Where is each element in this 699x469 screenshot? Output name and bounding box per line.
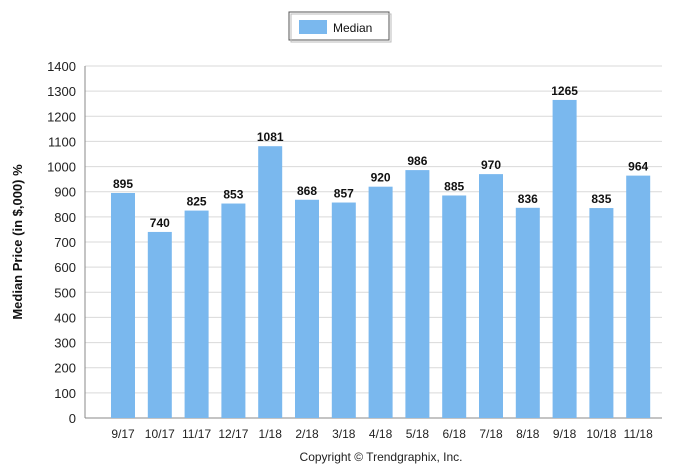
x-tick-label: 8/18 [516, 427, 540, 441]
bar [147, 231, 172, 418]
bars [111, 99, 651, 418]
data-label: 885 [444, 179, 464, 193]
x-tick-label: 4/18 [369, 427, 393, 441]
x-tick-label: 6/18 [443, 427, 467, 441]
x-tick-label: 9/18 [553, 427, 577, 441]
x-tick-label: 11/17 [182, 427, 211, 441]
y-tick-label: 400 [54, 310, 76, 325]
data-label: 853 [223, 188, 243, 202]
y-axis-ticks: 0 100 200 300 400 500 600 700 800 900 1000 1100 1200… [47, 59, 76, 426]
bar [368, 186, 393, 418]
y-tick-label: 700 [54, 235, 76, 250]
data-label: 1265 [551, 84, 578, 98]
x-tick-label: 5/18 [406, 427, 430, 441]
y-tick-label: 600 [54, 260, 76, 275]
y-tick-label: 100 [54, 386, 76, 401]
bar [258, 146, 283, 418]
data-label: 1081 [257, 130, 284, 144]
y-tick-label: 1300 [47, 84, 76, 99]
bar [295, 199, 319, 418]
y-tick-label: 1000 [47, 160, 76, 175]
bar [442, 195, 467, 418]
legend-swatch [299, 20, 327, 34]
y-tick-label: 500 [54, 285, 76, 300]
x-tick-label: 9/17 [111, 427, 135, 441]
x-tick-label: 10/18 [586, 427, 616, 441]
bar [552, 99, 577, 418]
data-label: 857 [334, 187, 354, 201]
bar [626, 175, 651, 418]
x-tick-label: 11/18 [624, 427, 653, 441]
data-label: 836 [518, 192, 538, 206]
data-label: 895 [113, 177, 133, 191]
bar [331, 202, 356, 418]
x-tick-label: 2/18 [295, 427, 319, 441]
data-label: 740 [150, 216, 170, 230]
data-label: 835 [591, 192, 611, 206]
data-label: 986 [407, 154, 427, 168]
legend-label: Median [333, 21, 372, 35]
x-tick-label: 1/18 [259, 427, 283, 441]
y-tick-label: 1200 [47, 109, 76, 124]
y-tick-label: 1400 [47, 59, 76, 74]
y-tick-label: 200 [54, 361, 76, 376]
y-tick-label: 300 [54, 336, 76, 351]
y-tick-label: 900 [54, 185, 76, 200]
x-tick-label: 3/18 [332, 427, 356, 441]
x-axis-ticks: 9/17 10/17 11/17 12/17 1/18 2/18 3/18 4/18 5/18 6… [111, 427, 653, 441]
data-label: 920 [371, 171, 391, 185]
bar [405, 170, 430, 418]
bar [479, 174, 503, 418]
x-tick-label: 12/17 [218, 427, 248, 441]
bar [221, 203, 246, 418]
bar [589, 208, 614, 418]
y-tick-label: 800 [54, 210, 76, 225]
bar [111, 192, 135, 418]
data-labels: 895 740 825 853 1081 868 857 920 986 885 970 836 126… [113, 84, 649, 230]
y-tick-label: 1100 [48, 134, 76, 149]
x-tick-label: 7/18 [479, 427, 503, 441]
data-label: 964 [628, 160, 648, 174]
data-label: 825 [187, 195, 207, 209]
bar [184, 210, 209, 418]
x-tick-label: 10/17 [145, 427, 175, 441]
bar [515, 207, 540, 418]
y-axis-label: Median Price (in $,000) % [10, 164, 25, 320]
data-label: 868 [297, 184, 317, 198]
copyright-footer: Copyright © Trendgraphix, Inc. [300, 450, 463, 464]
data-label: 970 [481, 158, 501, 172]
y-tick-label: 0 [69, 411, 76, 426]
legend: Median [288, 11, 392, 43]
